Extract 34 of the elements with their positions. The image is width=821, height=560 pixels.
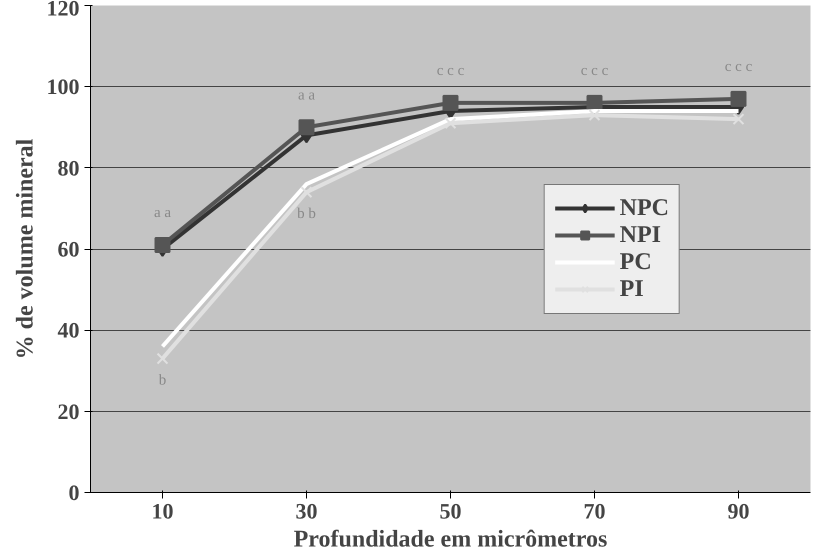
y-tick-label: 0 bbox=[68, 480, 80, 505]
y-axis-title: % de volume mineral bbox=[12, 138, 38, 360]
x-tick-label: 90 bbox=[728, 498, 750, 524]
x-tick-label: 10 bbox=[152, 498, 174, 524]
y-tick-label: 100 bbox=[46, 74, 80, 100]
annotation: b b bbox=[297, 206, 316, 222]
y-tick-label: 20 bbox=[58, 398, 80, 424]
y-tick-label: 60 bbox=[58, 236, 80, 262]
x-tick-label: 50 bbox=[440, 498, 462, 524]
y-tick-label: 120 bbox=[46, 0, 80, 20]
point bbox=[730, 90, 746, 107]
y-tick-label: 40 bbox=[58, 318, 80, 343]
legend-label: PI bbox=[620, 276, 644, 302]
point bbox=[156, 352, 168, 365]
point bbox=[588, 109, 600, 122]
point bbox=[298, 119, 314, 136]
point bbox=[444, 117, 456, 130]
point bbox=[300, 186, 312, 198]
annotation: c c c bbox=[580, 62, 609, 79]
point bbox=[442, 94, 458, 111]
annotation: a a bbox=[154, 204, 172, 221]
x-tick-label: 70 bbox=[584, 498, 606, 524]
legend-label: NPC bbox=[620, 194, 669, 222]
point bbox=[154, 236, 170, 253]
point bbox=[732, 113, 744, 126]
y-tick-label: 80 bbox=[58, 155, 80, 180]
annotation: a a bbox=[298, 87, 316, 104]
annotation: c c c bbox=[436, 62, 465, 79]
legend-label: NPI bbox=[620, 222, 662, 248]
annotation: b bbox=[158, 372, 166, 389]
x-tick-label: 30 bbox=[296, 498, 318, 524]
x-axis-title: Profundidade em micrômetros bbox=[294, 526, 608, 552]
annotation: c c c bbox=[724, 58, 753, 75]
legend-label: PC bbox=[620, 248, 652, 276]
